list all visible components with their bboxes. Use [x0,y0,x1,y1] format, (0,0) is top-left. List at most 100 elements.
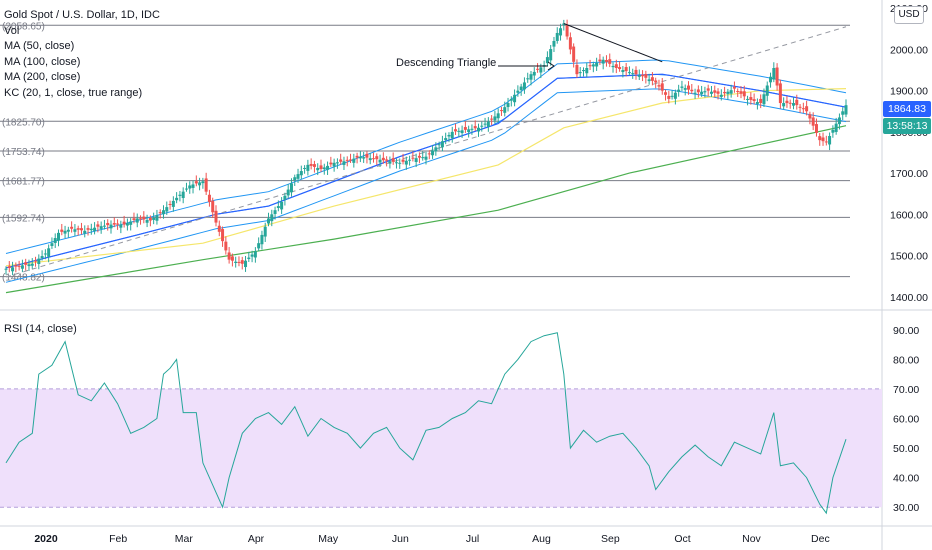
candle-body [388,161,392,164]
candle-body [818,136,822,141]
candle-body [293,177,297,181]
candle-body [230,256,234,261]
candle-body [683,88,687,90]
candle-body [552,41,556,47]
candle-body [572,46,576,62]
candle-body [614,64,618,69]
candle-body [483,123,487,125]
candle-body [831,129,835,133]
price-tick-2: 1600.00 [890,209,928,221]
candle-body [477,127,480,132]
candle-body [450,131,454,139]
rsi-tick-4: 70.00 [893,384,919,396]
candle-body [690,89,694,92]
candle-body [175,197,179,201]
rsi-line [5,332,847,515]
candle-body [591,64,595,67]
candle-body [253,251,257,258]
level-label-0: (2058.65) [2,21,45,32]
candle-body [73,229,77,232]
candle-body [677,89,681,92]
candle-body [303,167,307,169]
candle-body [588,65,592,67]
candle-body [66,229,70,232]
candle-body [431,150,435,156]
candle-body [329,162,333,165]
candle-body [89,228,93,231]
candle-body [79,228,83,231]
symbol-title: Gold Spot / U.S. Dollar, 1D, IDC [4,9,160,21]
candle-body [57,232,60,241]
candle-body [808,114,812,119]
time-tick-0: 2020 [34,533,58,545]
candle-body [381,157,385,161]
candle-body [529,74,533,80]
candle-body [132,218,136,220]
candle-body [519,86,523,91]
time-tick-6: Jul [466,533,479,545]
candle-body [549,49,553,61]
candle-body [401,159,405,162]
candle-body [785,100,789,104]
last-price-tag: 1864.83 [883,101,931,117]
candle-body [723,91,727,94]
candle-body [372,158,375,160]
candle-body [821,137,825,142]
candle-body [289,183,293,193]
candle-body [621,70,625,73]
ma200-line [5,125,847,294]
level-label-1: (1825.70) [2,117,45,128]
candle-body [244,260,248,268]
candle-body [296,174,300,179]
candle-body [499,110,503,112]
candle-body [417,155,421,158]
candle-body [368,158,372,161]
time-tick-2: Mar [175,533,194,545]
candle-body [414,158,418,162]
candle-body [358,156,362,159]
candle-body [440,141,444,148]
candle-body [634,69,638,75]
candle-body [273,210,277,214]
candle-body [152,217,156,220]
candle-body [726,91,730,94]
candle-body [463,127,467,130]
candle-body [391,158,395,162]
candle-body [404,160,408,165]
rsi-tick-5: 80.00 [893,354,919,366]
candle-body [454,129,458,132]
currency-badge[interactable]: USD [894,6,924,24]
candle-body [526,78,530,80]
indicator-ma100: MA (100, close) [4,55,81,68]
rsi-label: RSI (14, close) [4,323,77,335]
candle-body [687,85,690,90]
candle-body [181,191,185,199]
candle-body [627,72,631,74]
candle-body [4,268,8,270]
rsi-tick-6: 90.00 [893,325,919,337]
candle-body [805,106,809,112]
candle-body [102,225,106,227]
candle-body [7,266,11,269]
candle-body [759,98,763,104]
candle-body [637,75,641,77]
candle-body [257,243,261,249]
candle-body [53,238,57,243]
candle-body [703,91,707,93]
level-label-3: (1681.77) [2,177,45,188]
time-tick-9: Oct [674,533,690,545]
candle-body [326,165,330,170]
candle-body [601,59,605,64]
candle-body [716,91,720,94]
candle-body [582,70,585,72]
rsi-tick-1: 40.00 [893,473,919,485]
candle-body [155,215,159,221]
candle-body [139,218,143,220]
candle-body [778,83,782,104]
candle-body [224,241,228,251]
candle-body [125,223,129,226]
candle-body [709,91,713,94]
candle-body [119,224,123,228]
candle-body [411,157,415,159]
